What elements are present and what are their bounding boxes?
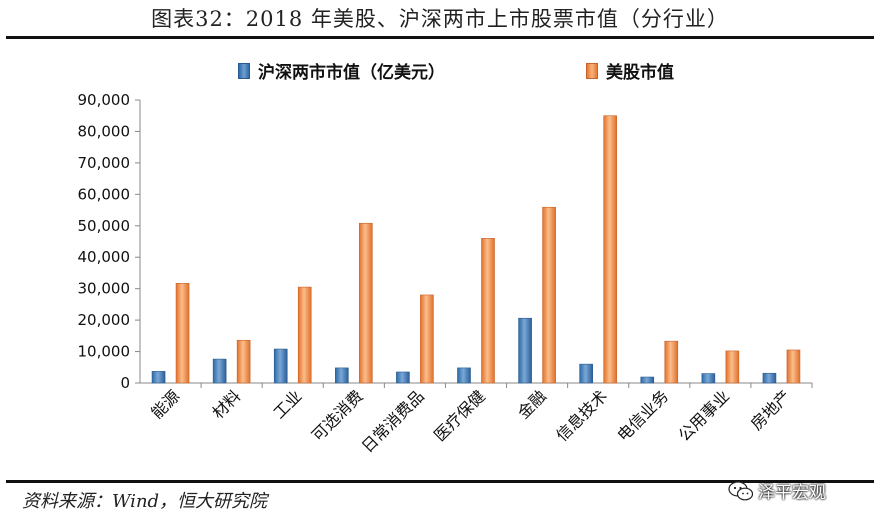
wechat-icon xyxy=(728,480,754,500)
y-tick-label: 60,000 xyxy=(78,185,131,203)
bar-cn xyxy=(273,348,288,384)
bar-cn xyxy=(151,371,166,384)
x-tick-label: 能源 xyxy=(147,386,183,422)
watermark-label: 泽平宏观 xyxy=(758,483,826,503)
y-tick-label: 0 xyxy=(120,374,130,392)
y-tick-label: 90,000 xyxy=(78,91,131,109)
bar-us xyxy=(359,222,373,384)
x-tick-label: 日常消费品 xyxy=(358,386,428,456)
bar-us xyxy=(603,115,617,384)
bottom-rule xyxy=(6,480,874,483)
bar-us xyxy=(297,286,312,384)
x-tick-label: 医疗保健 xyxy=(430,386,489,445)
legend-item-us: 美股市值 xyxy=(586,58,674,83)
bar-cn xyxy=(701,373,716,384)
top-rule xyxy=(6,36,874,39)
bar-us xyxy=(725,350,740,384)
bar-us xyxy=(236,339,251,384)
y-tick-label: 20,000 xyxy=(78,311,131,329)
bar-cn xyxy=(457,367,471,384)
legend: 沪深两市市值（亿美元） 美股市值 xyxy=(0,58,880,83)
bar-cn xyxy=(762,372,777,384)
bar-cn xyxy=(212,358,227,384)
y-tick-label: 70,000 xyxy=(78,154,131,172)
chart-title: 图表32：2018 年美股、沪深两市上市股票市值（分行业） xyxy=(151,7,729,31)
bar-us xyxy=(664,340,679,384)
bar-us xyxy=(175,283,190,384)
y-tick-label: 10,000 xyxy=(78,343,131,361)
x-tick-label: 金融 xyxy=(514,386,550,422)
x-tick-label: 公用事业 xyxy=(674,386,733,445)
bar-cn xyxy=(518,317,532,384)
x-tick-label: 信息技术 xyxy=(552,386,611,445)
y-tick-label: 80,000 xyxy=(78,122,131,140)
y-axis: 0 10,000 20,000 30,000 40,000 50,000 60,000 70,… xyxy=(78,91,812,392)
bar-cn xyxy=(335,367,349,384)
source-note: 资料来源：Wind，恒大研究院 xyxy=(22,491,268,512)
x-tick-label: 电信业务 xyxy=(613,386,672,445)
bar-us xyxy=(542,206,556,384)
x-tick-label: 工业 xyxy=(269,386,305,422)
y-tick-label: 30,000 xyxy=(78,280,131,298)
bar-us xyxy=(481,238,495,384)
y-tick-label: 50,000 xyxy=(78,217,131,235)
bar-cn xyxy=(579,363,593,384)
legend-label-cn: 沪深两市市值（亿美元） xyxy=(258,63,445,83)
x-tick-label: 房地产 xyxy=(747,386,794,433)
y-tick-label: 40,000 xyxy=(78,248,131,266)
bar-cn xyxy=(640,376,655,384)
bar-cn xyxy=(396,371,410,384)
legend-item-cn: 沪深两市市值（亿美元） xyxy=(238,58,445,83)
bars xyxy=(151,115,801,384)
bar-us xyxy=(786,349,801,384)
legend-swatch-cn xyxy=(238,62,250,79)
legend-swatch-us xyxy=(586,62,598,79)
x-tick-label: 材料 xyxy=(208,386,244,422)
legend-label-us: 美股市值 xyxy=(606,63,674,83)
watermark: 泽平宏观 xyxy=(728,478,826,503)
bar-chart: 0 10,000 20,000 30,000 40,000 50,000 60,000 70,… xyxy=(78,91,813,456)
bar-us xyxy=(420,294,434,384)
x-tick-label: 可选消费 xyxy=(308,386,367,445)
